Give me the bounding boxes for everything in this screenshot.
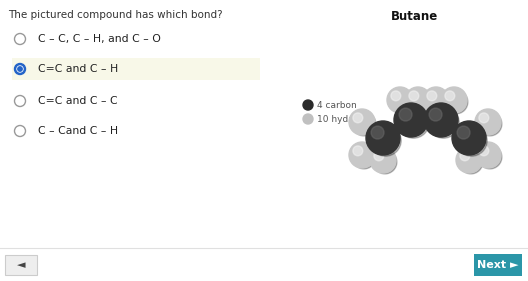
Circle shape <box>349 109 375 135</box>
Text: C – C, C – H, and C – O: C – C, C – H, and C – O <box>38 34 161 44</box>
Circle shape <box>399 108 412 121</box>
Text: Butane: Butane <box>391 10 439 23</box>
Text: ◄: ◄ <box>17 260 25 270</box>
Circle shape <box>370 125 401 156</box>
Circle shape <box>390 90 414 114</box>
Circle shape <box>475 109 501 135</box>
Circle shape <box>303 114 313 124</box>
Circle shape <box>441 87 467 113</box>
Circle shape <box>457 126 470 139</box>
Circle shape <box>444 90 468 114</box>
FancyBboxPatch shape <box>5 255 37 275</box>
Circle shape <box>456 125 487 156</box>
Circle shape <box>352 145 376 169</box>
Circle shape <box>428 107 459 138</box>
Circle shape <box>479 113 489 123</box>
Circle shape <box>427 91 437 101</box>
Circle shape <box>17 66 23 72</box>
Circle shape <box>371 126 384 139</box>
Circle shape <box>445 91 455 101</box>
Circle shape <box>387 87 413 113</box>
Circle shape <box>349 142 375 168</box>
Circle shape <box>303 100 313 110</box>
Circle shape <box>424 103 458 137</box>
Text: C – Cand C – H: C – Cand C – H <box>38 126 118 136</box>
Circle shape <box>429 108 442 121</box>
Circle shape <box>391 91 401 101</box>
Circle shape <box>398 107 429 138</box>
Circle shape <box>456 147 482 173</box>
Circle shape <box>353 146 363 156</box>
Circle shape <box>426 90 450 114</box>
Circle shape <box>475 142 501 168</box>
Circle shape <box>370 147 396 173</box>
Text: 10 hydrogen: 10 hydrogen <box>317 114 374 124</box>
Text: C=C and C – H: C=C and C – H <box>38 64 118 74</box>
Circle shape <box>374 151 384 161</box>
Circle shape <box>478 112 502 136</box>
FancyBboxPatch shape <box>474 254 522 276</box>
Text: Next ►: Next ► <box>477 260 518 270</box>
Circle shape <box>353 113 363 123</box>
Text: The pictured compound has which bond?: The pictured compound has which bond? <box>8 10 223 20</box>
Text: 4 carbon: 4 carbon <box>317 101 357 110</box>
Circle shape <box>479 146 489 156</box>
Circle shape <box>478 145 502 169</box>
FancyBboxPatch shape <box>12 58 260 80</box>
Circle shape <box>18 67 22 71</box>
Circle shape <box>394 103 428 137</box>
Circle shape <box>452 121 486 155</box>
Circle shape <box>408 90 432 114</box>
Circle shape <box>366 121 400 155</box>
Circle shape <box>460 151 470 161</box>
Circle shape <box>405 87 431 113</box>
Circle shape <box>423 87 449 113</box>
Circle shape <box>352 112 376 136</box>
Circle shape <box>409 91 419 101</box>
Circle shape <box>14 64 25 74</box>
Circle shape <box>373 150 397 174</box>
Circle shape <box>459 150 483 174</box>
Text: C=C and C – C: C=C and C – C <box>38 96 118 106</box>
